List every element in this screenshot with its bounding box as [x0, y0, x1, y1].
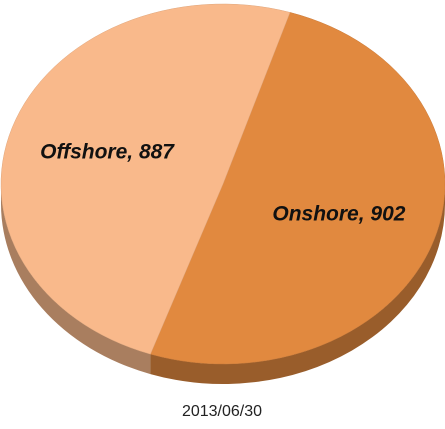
- data-label: Offshore, 887: [40, 140, 175, 163]
- slice: [150, 12, 445, 365]
- slice-side: [1, 184, 151, 375]
- pie: Onshore, 902 Offshore, 887: [0, 3, 445, 384]
- chart-caption: 2013/06/30: [182, 403, 262, 420]
- slice-side: [150, 184, 445, 384]
- slice: [0, 3, 291, 355]
- data-label: Onshore, 902: [272, 203, 405, 226]
